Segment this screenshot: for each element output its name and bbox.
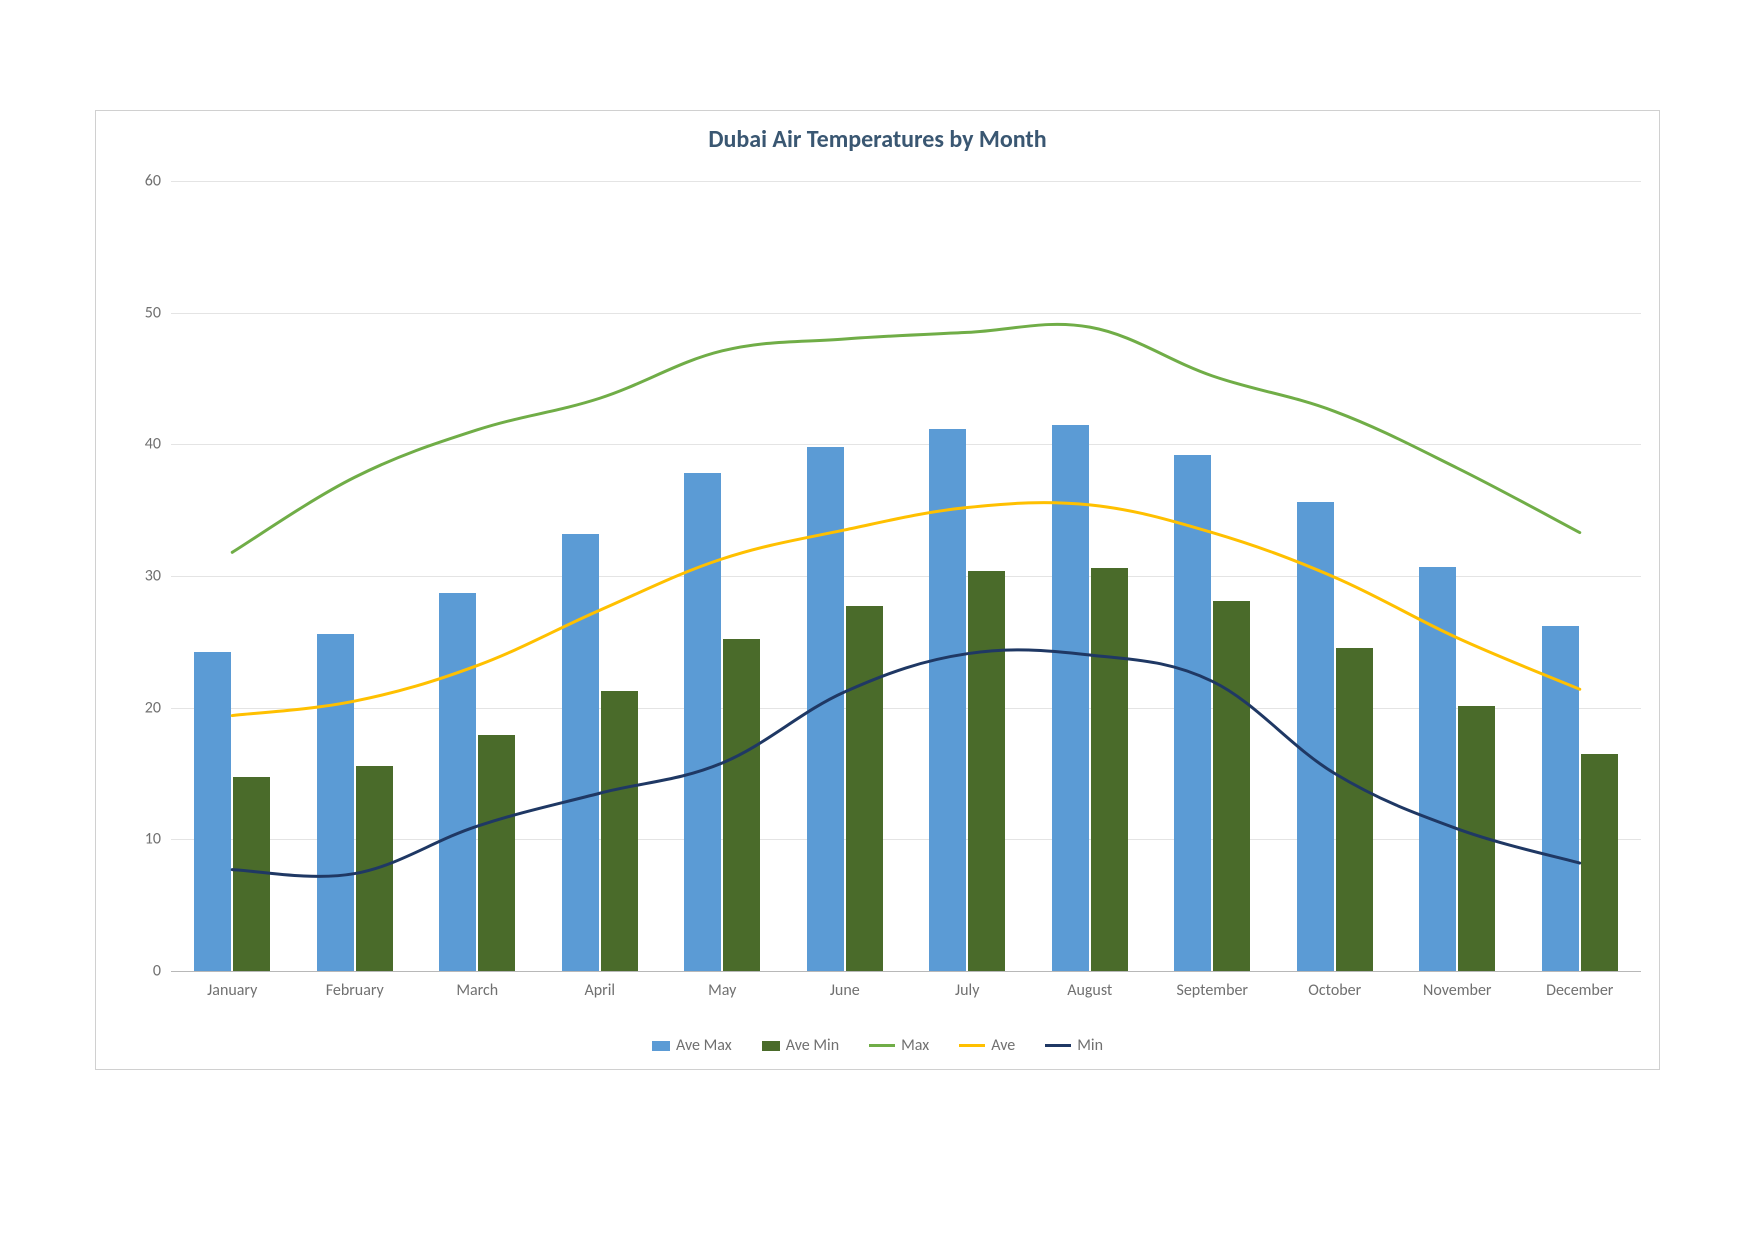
x-axis-label: July: [955, 981, 979, 1000]
line-layer: [171, 181, 1641, 971]
legend-swatch: [1045, 1044, 1071, 1047]
legend-item: Ave: [959, 1036, 1015, 1055]
axis-baseline: [171, 971, 1641, 972]
x-axis-label: December: [1546, 981, 1613, 1000]
line-ave: [232, 503, 1580, 716]
y-axis-label: 40: [101, 435, 161, 454]
y-axis-label: 60: [101, 172, 161, 191]
plot-area: 0102030405060JanuaryFebruaryMarchAprilMa…: [171, 181, 1641, 971]
x-axis-label: May: [708, 981, 736, 1000]
legend-swatch: [762, 1041, 780, 1051]
x-axis-label: September: [1176, 981, 1248, 1000]
legend-swatch: [959, 1044, 985, 1047]
legend-swatch: [652, 1041, 670, 1051]
legend-item: Ave Max: [652, 1036, 732, 1055]
y-axis-label: 10: [101, 830, 161, 849]
legend-label: Min: [1077, 1036, 1103, 1055]
legend-item: Max: [869, 1036, 929, 1055]
x-axis-label: November: [1423, 981, 1491, 1000]
y-axis-label: 30: [101, 567, 161, 586]
chart-title: Dubai Air Temperatures by Month: [96, 125, 1659, 154]
legend-item: Ave Min: [762, 1036, 839, 1055]
y-axis-label: 50: [101, 303, 161, 322]
x-axis-label: August: [1067, 981, 1112, 1000]
x-axis-label: October: [1308, 981, 1361, 1000]
y-axis-label: 20: [101, 698, 161, 717]
legend-label: Ave: [991, 1036, 1015, 1055]
page: Dubai Air Temperatures by Month 01020304…: [0, 0, 1755, 1241]
legend: Ave Max Ave Min Max Ave Min: [96, 1036, 1659, 1055]
legend-label: Ave Min: [786, 1036, 839, 1055]
x-axis-label: June: [830, 981, 860, 1000]
line-min: [232, 650, 1580, 877]
chart-frame: Dubai Air Temperatures by Month 01020304…: [95, 110, 1660, 1070]
legend-label: Ave Max: [676, 1036, 732, 1055]
y-axis-label: 0: [101, 962, 161, 981]
x-axis-label: February: [326, 981, 384, 1000]
legend-item: Min: [1045, 1036, 1103, 1055]
legend-label: Max: [901, 1036, 929, 1055]
legend-swatch: [869, 1044, 895, 1047]
x-axis-label: January: [207, 981, 257, 1000]
x-axis-label: April: [584, 981, 615, 1000]
x-axis-label: March: [456, 981, 498, 1000]
